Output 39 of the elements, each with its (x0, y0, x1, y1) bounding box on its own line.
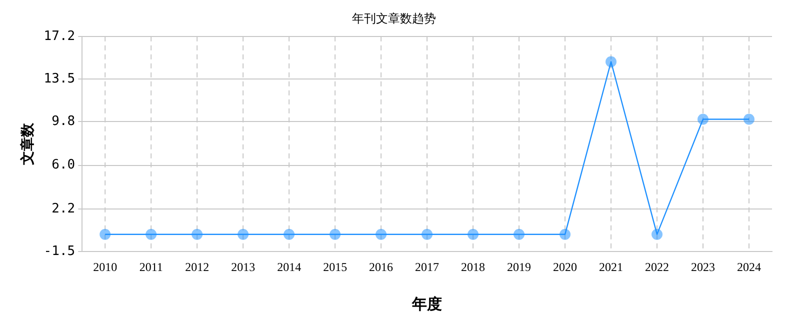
x-axis-title: 年度 (411, 294, 442, 313)
x-tick-label: 2013 (231, 260, 256, 274)
point (238, 228, 249, 240)
point (284, 228, 295, 240)
y-tick-label: 9.8 (52, 114, 76, 129)
x-tick-label: 2024 (737, 260, 762, 274)
x-tick-label: 2011 (139, 260, 163, 274)
point (698, 114, 709, 125)
x-tick-label: 2022 (645, 260, 670, 274)
point (330, 228, 341, 240)
point (514, 228, 525, 240)
point (422, 228, 433, 240)
y-tick-label: 17.2 (44, 28, 76, 44)
x-tick-label: 2023 (691, 260, 716, 274)
point (468, 228, 479, 240)
y-axis-title: 文章数 (19, 122, 36, 166)
y-tick-label: 13.5 (44, 71, 76, 86)
point (606, 56, 617, 68)
x-tick-label: 2018 (461, 260, 486, 274)
x-tick-label: 2014 (277, 260, 302, 274)
x-tick-label: 2019 (507, 260, 532, 274)
y-tick-label: -1.5 (44, 244, 76, 259)
x-tick-label: 2015 (323, 260, 348, 274)
x-tick-label: 2016 (369, 260, 394, 274)
y-tick-label: 6.0 (52, 158, 76, 173)
y-tick-label: 2.2 (52, 201, 76, 216)
point (744, 114, 755, 125)
x-tick-label: 2020 (553, 260, 578, 274)
chart-title: 年刊文章数趋势 (352, 11, 436, 26)
point (560, 228, 571, 240)
point (652, 228, 663, 240)
point (192, 228, 203, 240)
x-tick-label: 2010 (93, 260, 118, 274)
x-tick-label: 2021 (599, 260, 624, 274)
point (146, 228, 157, 240)
x-tick-label: 2017 (415, 260, 440, 274)
point (100, 228, 111, 240)
x-tick-label: 2012 (185, 260, 210, 274)
point (376, 228, 387, 240)
